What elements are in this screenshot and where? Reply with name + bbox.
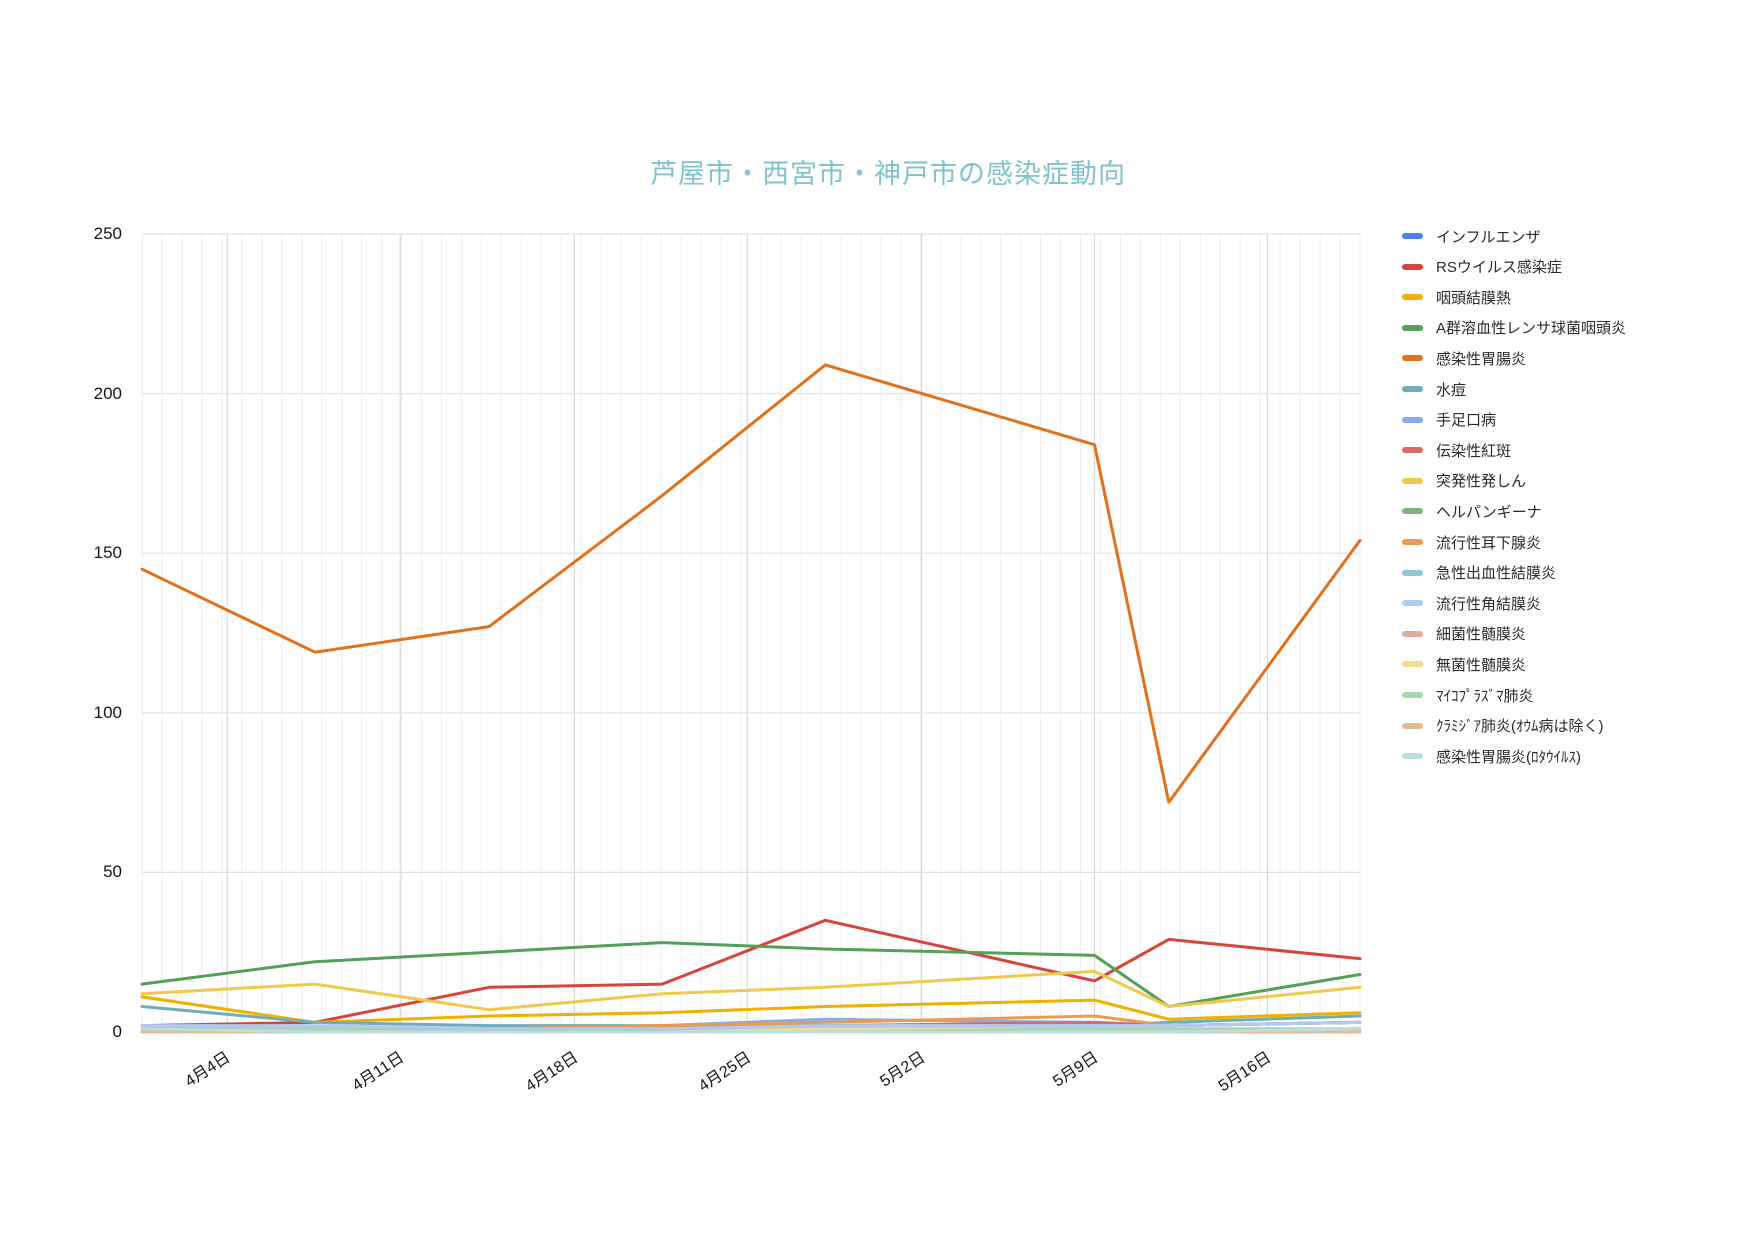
- series-line: [140, 969, 1362, 1012]
- legend-swatch-icon: [1402, 447, 1423, 454]
- legend-label: 急性出血性結膜炎: [1436, 565, 1557, 583]
- legend-label: 流行性角結膜炎: [1436, 595, 1542, 613]
- legend-label: RSウイルス感染症: [1436, 259, 1562, 277]
- legend-label: 伝染性紅斑: [1436, 442, 1512, 460]
- legend-label: ヘルパンギーナ: [1436, 503, 1542, 521]
- legend-label: 水痘: [1436, 381, 1467, 399]
- legend-label: 咽頭結膜熱: [1436, 289, 1512, 307]
- legend-item: 流行性耳下腺炎: [1402, 529, 1541, 555]
- legend-item: 感染性胃腸炎: [1402, 345, 1526, 371]
- legend-label: インフルエンザ: [1436, 228, 1541, 246]
- legend-swatch-icon: [1402, 355, 1423, 362]
- legend-item: インフルエンザ: [1402, 223, 1541, 249]
- series-line: [140, 1020, 1362, 1031]
- series-line: [140, 941, 1362, 1008]
- legend-item: 無菌性髄膜炎: [1402, 651, 1526, 677]
- legend-swatch-icon: [1402, 324, 1423, 331]
- legend-item: ﾏｲｺﾌﾟﾗｽﾞﾏ肺炎: [1402, 682, 1534, 708]
- legend-swatch-icon: [1402, 477, 1423, 484]
- legend-swatch-icon: [1402, 569, 1423, 576]
- legend-swatch-icon: [1402, 386, 1423, 392]
- legend-item: A群溶血性レンサ球菌咽頭炎: [1402, 315, 1626, 341]
- legend-label: 感染性胃腸炎(ﾛﾀｳｲﾙｽ): [1436, 748, 1581, 766]
- legend-label: 流行性耳下腺炎: [1436, 534, 1542, 552]
- legend-label: ﾏｲｺﾌﾟﾗｽﾞﾏ肺炎: [1436, 687, 1534, 705]
- legend-swatch-icon: [1402, 753, 1423, 760]
- legend-label: A群溶血性レンサ球菌咽頭炎: [1436, 320, 1627, 338]
- legend-swatch-icon: [1402, 508, 1423, 515]
- y-tick-label: 100: [93, 702, 122, 722]
- series-line: [140, 918, 1362, 1028]
- legend-item: RSウイルス感染症: [1402, 254, 1562, 280]
- legend-swatch-icon: [1402, 233, 1423, 239]
- legend-item: 咽頭結膜熱: [1402, 284, 1511, 310]
- legend-swatch-icon: [1402, 416, 1423, 423]
- legend-swatch-icon: [1402, 630, 1423, 637]
- legend-swatch-icon: [1402, 722, 1423, 729]
- legend-item: 伝染性紅斑: [1402, 437, 1511, 463]
- legend-swatch-icon: [1402, 692, 1423, 698]
- legend-swatch-icon: [1402, 600, 1423, 607]
- series-line: [140, 363, 1362, 804]
- chart-title: 芦屋市・西宮市・神戸市の感染症動向: [650, 159, 1126, 189]
- legend-item: ヘルパンギーナ: [1402, 498, 1542, 524]
- legend-item: 水痘: [1402, 376, 1466, 402]
- y-tick-label: 0: [112, 1022, 122, 1041]
- legend-label: 無菌性髄膜炎: [1436, 656, 1527, 674]
- legend-label: ｸﾗﾐｼﾞｱ肺炎(ｵｳﾑ病は除く): [1436, 718, 1604, 736]
- legend-item: 突発性発しん: [1402, 468, 1526, 494]
- legend-label: 手足口病: [1436, 412, 1497, 430]
- legend-item: 流行性角結膜炎: [1402, 590, 1541, 616]
- y-tick-label: 250: [93, 224, 122, 243]
- legend-item: 手足口病: [1402, 407, 1496, 433]
- legend-item: 急性出血性結膜炎: [1402, 560, 1556, 586]
- legend-item: ｸﾗﾐｼﾞｱ肺炎(ｵｳﾑ病は除く): [1402, 713, 1604, 739]
- legend-swatch-icon: [1402, 661, 1423, 668]
- y-tick-label: 50: [103, 862, 122, 882]
- y-tick-label: 150: [93, 543, 122, 563]
- legend-label: 感染性胃腸炎: [1436, 350, 1527, 368]
- legend-item: 細菌性髄膜炎: [1402, 621, 1526, 647]
- legend-swatch-icon: [1402, 539, 1423, 545]
- legend-label: 細菌性髄膜炎: [1436, 626, 1527, 644]
- series-line: [140, 995, 1362, 1024]
- series-line: [140, 1027, 1362, 1034]
- legend-item: 感染性胃腸炎(ﾛﾀｳｲﾙｽ): [1402, 743, 1581, 769]
- legend-swatch-icon: [1402, 294, 1423, 301]
- legend-label: 突発性発しん: [1436, 473, 1527, 491]
- legend-swatch-icon: [1402, 263, 1423, 270]
- y-tick-label: 200: [93, 383, 122, 403]
